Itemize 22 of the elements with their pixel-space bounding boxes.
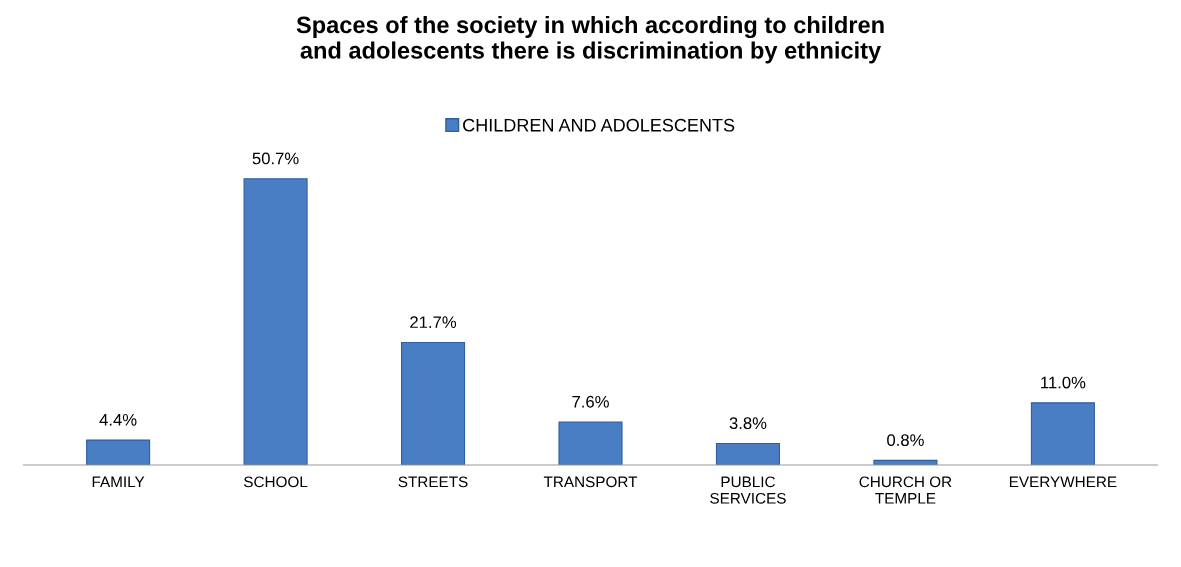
legend-label: CHILDREN AND ADOLESCENTS: [463, 118, 735, 132]
x-tick-label: CHURCH OR TEMPLE: [859, 476, 952, 504]
x-tick-label: STREETS: [398, 476, 468, 488]
bar: [1030, 402, 1095, 465]
data-label: 4.4%: [99, 413, 137, 426]
x-tick-label: SCHOOL: [244, 476, 308, 488]
x-tick-label: TRANSPORT: [543, 476, 638, 488]
data-label: 50.7%: [252, 152, 299, 165]
bar: [715, 442, 781, 465]
bar: [558, 421, 623, 465]
bar: [243, 178, 308, 465]
data-label: 3.8%: [729, 417, 767, 430]
x-tick-label: FAMILY: [92, 476, 145, 488]
chart-title: Spaces of the society in which according to children and adolescents there is discrimination by ethnicity: [296, 15, 884, 64]
data-label: 7.6%: [572, 395, 609, 408]
data-label: 0.8%: [887, 434, 924, 447]
bar: [400, 341, 466, 465]
x-tick-label: PUBLIC SERVICES: [710, 476, 786, 504]
bar: [86, 439, 151, 465]
data-label: 11.0%: [1041, 376, 1086, 389]
x-tick-label: EVERYWHERE: [1009, 476, 1117, 488]
data-label: 21.7%: [410, 316, 457, 328]
